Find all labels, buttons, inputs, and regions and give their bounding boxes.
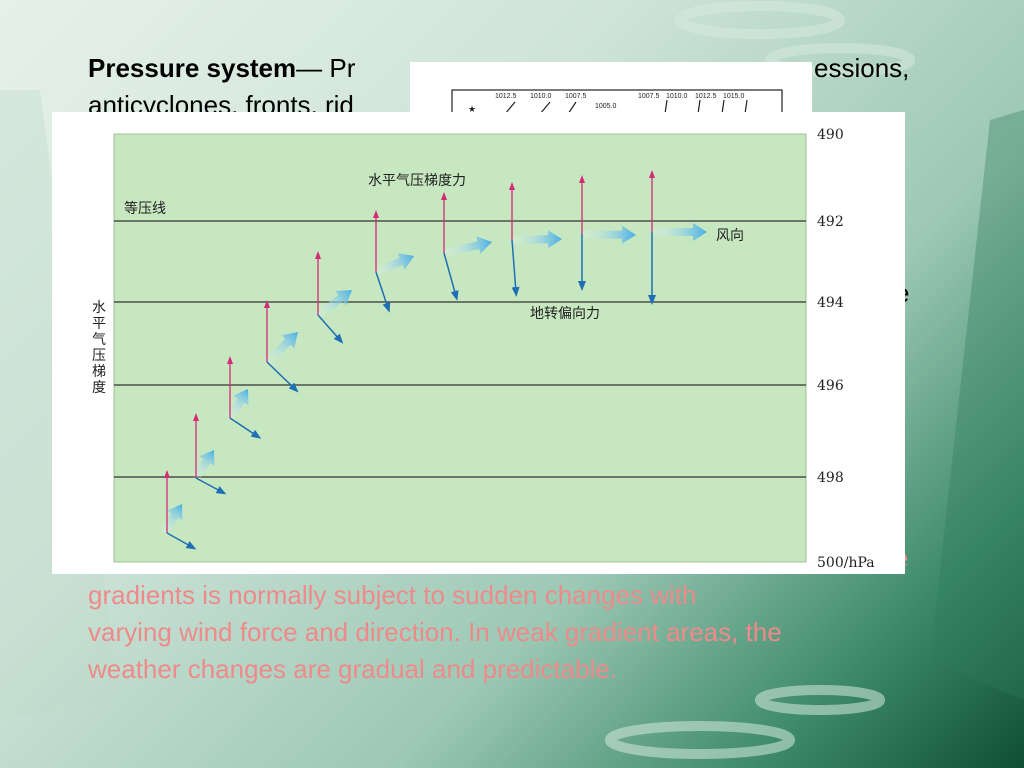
wind-direction-arrow: [443, 236, 493, 257]
coriolis-arrow: [195, 477, 227, 495]
map-isobar-label: 1007.5: [638, 93, 660, 100]
isobar-value: 494: [817, 295, 844, 311]
coriolis-arrow: [375, 271, 391, 313]
pink-line-1: gradients is normally subject to sudden …: [88, 580, 697, 610]
heading-tail: essions,: [814, 53, 910, 83]
map-isobar-label: 1005.0: [595, 103, 617, 110]
isobar-value: 490: [817, 127, 844, 143]
map-isobar-label: 1007.5: [565, 93, 587, 100]
wind-direction-label: 风向: [716, 228, 744, 244]
wind-direction-arrow: [374, 253, 415, 276]
coriolis-arrow: [511, 239, 520, 297]
wind-direction-arrow: [192, 450, 215, 481]
wind-direction-arrow: [226, 388, 249, 421]
isobar-value: 496: [817, 378, 844, 394]
side-label-char: 压: [92, 348, 106, 364]
pressure-gradient-diagram: 490 492 494 496 498 500/hPa 等压线 水平气压梯度力 风向 地转…: [52, 112, 905, 574]
coriolis-arrow: [266, 361, 299, 393]
pink-line-2: varying wind force and direction. In wea…: [88, 617, 782, 647]
side-label-char: 水: [92, 300, 106, 316]
heading-rest: — Pr: [296, 53, 356, 83]
isobar-value: 500/hPa: [817, 555, 875, 571]
pink-line-3: weather changes are gradual and predicta…: [88, 654, 618, 684]
map-isobar-label: 1015.0: [723, 93, 745, 100]
isobar-value: 492: [817, 214, 844, 230]
wind-direction-arrow: [264, 332, 298, 365]
map-isobar-label: 1012.5: [695, 93, 717, 100]
wind-direction-arrow: [160, 503, 183, 536]
wind-direction-arrow: [581, 225, 637, 244]
heading-bold: Pressure system: [88, 53, 297, 83]
map-isobar-label: 1010.0: [530, 93, 552, 100]
wind-direction-arrow: [511, 230, 563, 249]
isobar-value: 498: [817, 470, 844, 486]
wind-direction-arrow: [315, 289, 353, 319]
pgf-label: 水平气压梯度力: [368, 173, 466, 189]
coriolis-label: 地转偏向力: [530, 306, 600, 322]
weather-map-insert: ★ 1012.5 1010.0 1007.5 1005.0 1007.5 1010.0 10…: [410, 62, 812, 117]
coriolis-arrow: [166, 532, 197, 550]
side-label-char: 度: [92, 380, 106, 396]
slide-body-text: Pressure system— Pr essions, anticyclones…: [88, 50, 938, 124]
side-label-char: 气: [92, 332, 106, 348]
svg-text:★: ★: [468, 105, 476, 114]
side-label-char: 平: [92, 316, 106, 332]
side-label-char: 梯: [92, 364, 106, 380]
coriolis-arrow: [317, 314, 344, 344]
coriolis-arrow: [443, 252, 459, 301]
isobar-label: 等压线: [124, 200, 166, 217]
diagram-panel: [113, 133, 807, 563]
map-isobar-label: 1012.5: [495, 93, 517, 100]
map-isobar-label: 1010.0: [666, 93, 688, 100]
wind-direction-arrow: [652, 223, 707, 241]
coriolis-arrow: [229, 417, 262, 439]
diagram-canvas: 490 492 494 496 498 500/hPa 等压线 水平气压梯度力 风向 地转…: [92, 127, 875, 571]
